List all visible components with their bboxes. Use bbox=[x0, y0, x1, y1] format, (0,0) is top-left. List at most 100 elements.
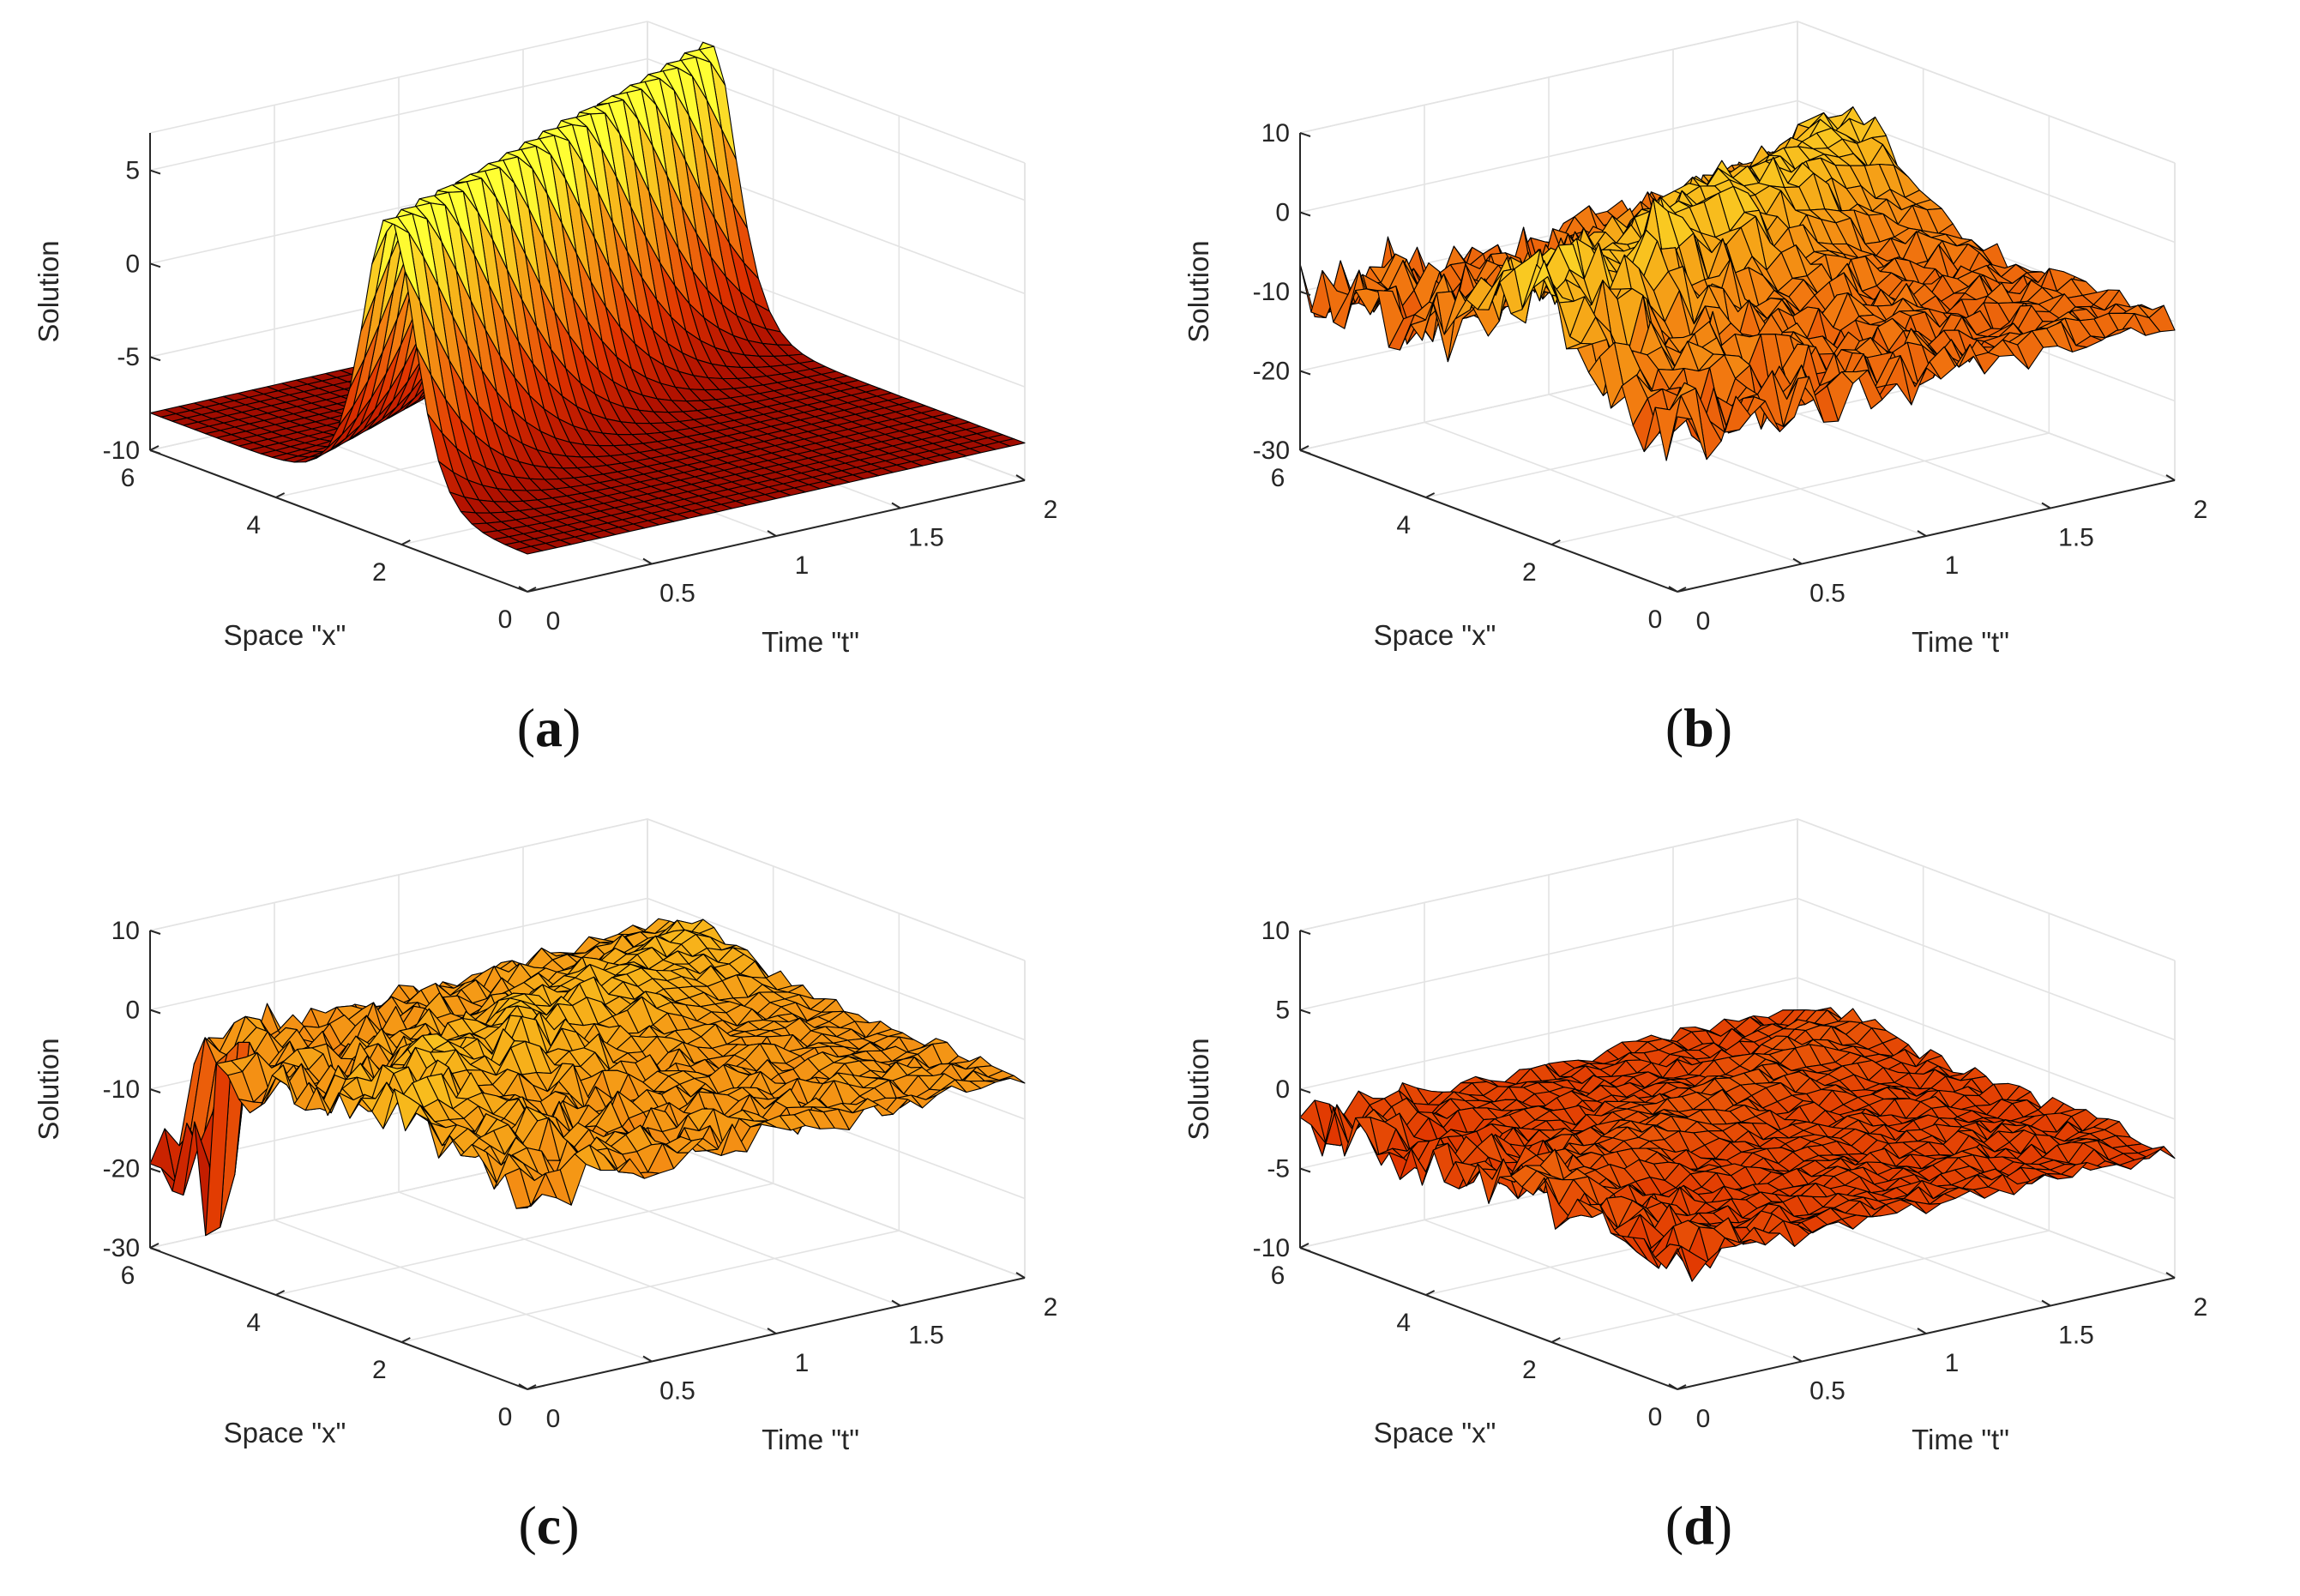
z-tick bbox=[1299, 1088, 1311, 1093]
grid-lines bbox=[149, 818, 1026, 1390]
t-tick bbox=[642, 557, 653, 565]
t-tick bbox=[767, 1328, 777, 1334]
t-tick-label: 0.5 bbox=[659, 1377, 695, 1406]
z-tick-label: 0 bbox=[1275, 199, 1290, 227]
t-tick-label: 0 bbox=[546, 1405, 561, 1433]
z-tick-label: 0 bbox=[1275, 1075, 1290, 1104]
x-tick-label: 6 bbox=[1271, 464, 1285, 492]
t-tick bbox=[1668, 1383, 1678, 1390]
panel-d: -10 -5 0 5 10 0 2 4 6 0 0.5 1 1.5 2 Space "x" Time "t" S… bbox=[1150, 798, 2300, 1595]
z-tick-label: -30 bbox=[103, 1234, 140, 1262]
t-tick-label: 1 bbox=[1945, 1349, 1960, 1377]
z-tick bbox=[149, 169, 161, 175]
panel-caption: (c) bbox=[518, 1495, 579, 1556]
x-tick-label: 2 bbox=[372, 558, 387, 587]
t-tick bbox=[2165, 474, 2176, 481]
t-axis-label: Time "t" bbox=[1912, 1424, 2009, 1455]
z-tick bbox=[149, 1009, 161, 1015]
x-tick-label: 6 bbox=[1271, 1262, 1285, 1290]
x-tick-label: 0 bbox=[1648, 1403, 1663, 1431]
t-tick-label: 0.5 bbox=[1809, 1377, 1845, 1406]
x-axis-label: Space "x" bbox=[224, 619, 346, 651]
t-tick-label: 2 bbox=[1044, 1293, 1058, 1322]
t-tick-label: 2 bbox=[2194, 1293, 2208, 1322]
t-tick bbox=[1917, 1328, 1927, 1334]
x-tick bbox=[527, 1384, 537, 1390]
z-tick bbox=[149, 356, 161, 362]
x-axis-label: Space "x" bbox=[1374, 1417, 1496, 1448]
t-tick bbox=[767, 530, 777, 537]
panel-c: -30 -20 -10 0 10 0 2 4 6 0 0.5 1 1.5 2 Space "x" Time "… bbox=[0, 798, 1150, 1595]
x-axis-line bbox=[149, 449, 528, 593]
t-tick-label: 1.5 bbox=[908, 524, 944, 552]
z-tick bbox=[149, 1247, 161, 1252]
x-tick-label: 2 bbox=[1522, 558, 1537, 587]
surface-patch bbox=[1665, 394, 1693, 461]
t-tick bbox=[2165, 1272, 2176, 1279]
x-axis-line bbox=[1299, 449, 1678, 593]
t-tick bbox=[1668, 586, 1678, 593]
z-tick-label: -10 bbox=[103, 437, 140, 465]
t-tick bbox=[1015, 1272, 1026, 1279]
t-tick-label: 1.5 bbox=[908, 1322, 944, 1350]
t-tick bbox=[518, 586, 528, 593]
z-tick bbox=[1299, 1247, 1311, 1252]
z-tick-label: -5 bbox=[1267, 1155, 1290, 1183]
x-tick-label: 0 bbox=[1648, 605, 1663, 634]
surface-patch bbox=[1665, 1245, 1693, 1282]
z-tick bbox=[149, 449, 161, 455]
x-tick-label: 6 bbox=[121, 1262, 135, 1290]
x-axis-label: Space "x" bbox=[224, 1417, 346, 1448]
z-tick-label: -10 bbox=[103, 1075, 140, 1104]
x-tick bbox=[1677, 587, 1687, 593]
x-tick bbox=[1299, 1243, 1310, 1249]
z-tick-label: 0 bbox=[125, 250, 140, 278]
z-tick bbox=[149, 1167, 161, 1173]
x-tick-label: 2 bbox=[372, 1356, 387, 1384]
t-axis-label: Time "t" bbox=[762, 626, 859, 658]
z-tick-label: 10 bbox=[1261, 119, 1290, 148]
x-tick bbox=[400, 1337, 411, 1343]
x-tick-label: 4 bbox=[1396, 1309, 1411, 1337]
z-tick-label: 5 bbox=[1275, 997, 1290, 1025]
z-tick-label: -5 bbox=[117, 343, 140, 371]
x-tick bbox=[1550, 539, 1561, 545]
panel-a: -10 -5 0 5 0 2 4 6 0 0.5 1 1.5 2 Space "x" Time "t" Sol… bbox=[0, 0, 1150, 798]
t-axis-label: Time "t" bbox=[762, 1424, 859, 1455]
panel-caption: (b) bbox=[1665, 697, 1732, 758]
x-tick bbox=[275, 1290, 286, 1296]
x-tick bbox=[1677, 1384, 1687, 1390]
panel-caption: (d) bbox=[1665, 1495, 1732, 1556]
x-tick-label: 4 bbox=[246, 1309, 261, 1337]
x-tick bbox=[149, 1243, 160, 1249]
t-tick bbox=[642, 1355, 653, 1363]
t-tick bbox=[1792, 1355, 1803, 1363]
z-axis-label: Solution bbox=[1183, 1038, 1214, 1140]
x-tick-label: 2 bbox=[1522, 1356, 1537, 1384]
t-tick-label: 0 bbox=[546, 607, 561, 635]
z-tick-label: -10 bbox=[1253, 278, 1290, 306]
t-tick bbox=[518, 1383, 528, 1390]
t-tick-label: 0.5 bbox=[659, 580, 695, 608]
z-tick bbox=[1299, 449, 1311, 455]
t-axis-label: Time "t" bbox=[1912, 626, 2009, 658]
z-tick-label: -20 bbox=[1253, 358, 1290, 386]
x-tick bbox=[400, 539, 411, 545]
z-axis-label: Solution bbox=[33, 1038, 64, 1140]
z-tick bbox=[1299, 370, 1311, 376]
z-axis-label: Solution bbox=[33, 240, 64, 342]
x-tick-label: 4 bbox=[1396, 511, 1411, 539]
panel-b: -30 -20 -10 0 10 0 2 4 6 0 0.5 1 1.5 2 Space "x" Time "… bbox=[1150, 0, 2300, 798]
t-tick-label: 1 bbox=[1945, 551, 1960, 580]
z-tick-label: -30 bbox=[1253, 437, 1290, 465]
z-tick bbox=[1299, 291, 1311, 296]
x-axis-line bbox=[1299, 1247, 1678, 1390]
x-axis-line bbox=[149, 1247, 528, 1390]
t-tick-label: 1.5 bbox=[2058, 1322, 2094, 1350]
